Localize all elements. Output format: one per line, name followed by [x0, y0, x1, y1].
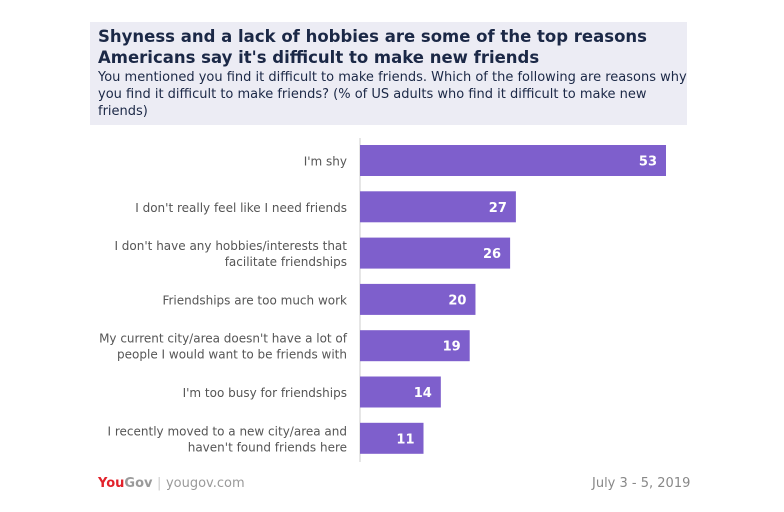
category-label: haven't found friends here — [188, 440, 347, 454]
data-label: 11 — [396, 432, 414, 447]
chart-title: Shyness and a lack of hobbies are some o… — [98, 27, 647, 67]
site-url: yougov.com — [165, 476, 245, 491]
data-label: 19 — [443, 340, 461, 355]
category-label: people I would want to be friends with — [117, 348, 347, 362]
category-label: I don't have any hobbies/interests that — [114, 239, 347, 253]
category-label: Friendships are too much work — [162, 293, 347, 307]
bar — [360, 283, 476, 315]
bar — [360, 191, 516, 223]
category-label: facilitate friendships — [225, 255, 347, 269]
bar — [360, 422, 424, 454]
bar — [360, 237, 511, 269]
chart-subtitle: You mentioned you find it difficult to m… — [98, 70, 687, 119]
bar — [360, 145, 666, 176]
data-label: 26 — [483, 247, 501, 262]
category-label: I'm shy — [304, 155, 347, 169]
data-label: 14 — [414, 386, 432, 401]
chart-header: Shyness and a lack of hobbies are some o… — [90, 22, 687, 125]
data-label: 20 — [448, 293, 466, 308]
bar — [360, 330, 470, 362]
survey-date: July 3 - 5, 2019 — [592, 476, 691, 491]
data-label: 27 — [489, 201, 507, 216]
data-label: 53 — [639, 155, 657, 170]
category-label: I'm too busy for friendships — [183, 386, 347, 400]
category-label: I don't really feel like I need friends — [135, 201, 347, 215]
bar — [360, 376, 441, 408]
category-label: My current city/area doesn't have a lot … — [99, 332, 348, 346]
yougov-logo: YouGov | yougov.com — [98, 476, 245, 491]
category-label: I recently moved to a new city/area and — [108, 424, 347, 438]
